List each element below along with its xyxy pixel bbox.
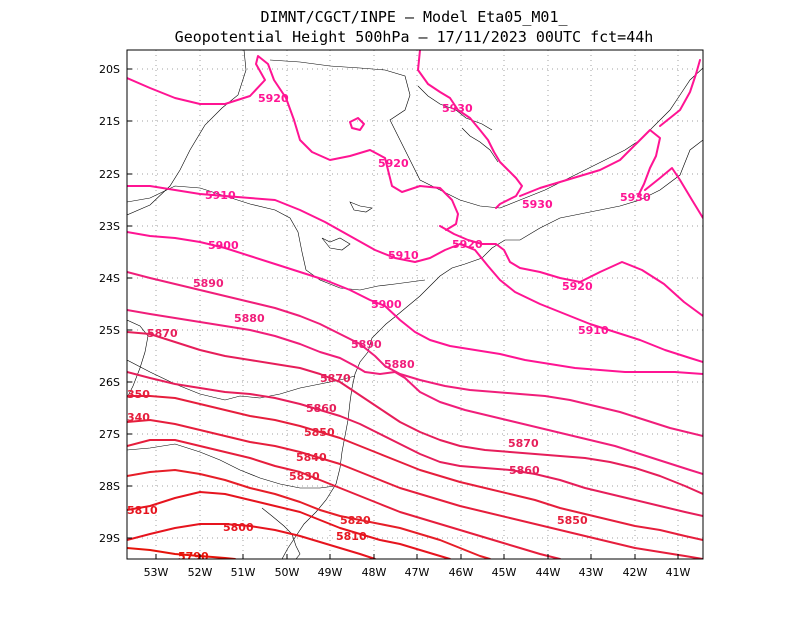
contour-label: 5910 [205, 189, 236, 202]
contour-5920-north [127, 55, 459, 231]
contour-label: 5890 [193, 277, 224, 290]
contour-5910 [127, 185, 703, 363]
contour-label: 5890 [351, 338, 382, 351]
contour-5790 [127, 547, 236, 559]
contour-5850 [127, 395, 703, 541]
contour-lines [127, 50, 703, 559]
reservoir-3 [417, 85, 493, 131]
contour-label: 5910 [578, 324, 609, 337]
border-sc-rs [127, 443, 336, 489]
contour-5930-right [659, 59, 701, 127]
lon-tick-label: 44W [536, 566, 561, 579]
lon-tick-label: 41W [666, 566, 691, 579]
contour-5810 [127, 491, 451, 559]
graticule [127, 50, 703, 559]
contour-labels: 5920 5930 5920 5910 5930 5930 5900 5920 … [127, 92, 651, 563]
contour-5930-east-2 [644, 167, 703, 219]
contour-label: 5920 [452, 238, 483, 251]
contour-5840 [127, 419, 703, 559]
lon-tick-label: 51W [231, 566, 256, 579]
contour-label: 5800 [223, 521, 254, 534]
lon-tick-label: 49W [318, 566, 343, 579]
lat-tick-label: 20S [99, 63, 120, 76]
contour-label: 5810 [127, 504, 158, 517]
lat-tick-label: 22S [99, 168, 120, 181]
lat-tick-label: 29S [99, 532, 120, 545]
border-argentina [127, 319, 149, 399]
border-mg-rj [499, 67, 703, 209]
border-mg-sp [269, 59, 501, 209]
contour-label: 5930 [620, 191, 651, 204]
contour-5830 [127, 439, 561, 559]
contour-5860 [127, 371, 703, 517]
title-line-2: Geopotential Height 500hPa – 17/11/2023 … [175, 28, 654, 46]
contour-label: 5880 [234, 312, 265, 325]
contour-label: 5820 [340, 514, 371, 527]
contour-label: 5930 [522, 198, 553, 211]
contour-label: 5930 [442, 102, 473, 115]
border-ms-pr [127, 185, 426, 291]
contour-label: 5840 [296, 451, 327, 464]
border-sp-mg [127, 50, 247, 216]
contour-label: 5860 [306, 402, 337, 415]
lat-tick-label: 25S [99, 324, 120, 337]
longitude-labels: 53W 52W 51W 50W 49W 48W 47W 46W 45W 44W … [144, 566, 691, 579]
map-frame [126, 49, 704, 560]
contour-label: 5910 [388, 249, 419, 262]
contour-label: 5850 [557, 514, 588, 527]
contour-label: 340 [127, 411, 150, 424]
contour-label: 350 [127, 388, 150, 401]
contour-label: 5850 [304, 426, 335, 439]
lat-tick-label: 24S [99, 272, 120, 285]
lon-tick-label: 42W [623, 566, 648, 579]
contour-label: 5860 [509, 464, 540, 477]
contour-label: 5830 [289, 470, 320, 483]
axis-ticks [127, 68, 679, 559]
contour-5930-north [417, 50, 523, 209]
lon-tick-label: 53W [144, 566, 169, 579]
contour-5870 [127, 331, 703, 495]
latitude-labels: 20S 21S 22S 23S 24S 25S 26S 27S 28S 29S [99, 63, 120, 545]
contour-label: 5880 [384, 358, 415, 371]
contour-label: 5870 [320, 372, 351, 385]
lon-tick-label: 48W [362, 566, 387, 579]
contour-label: 5870 [147, 327, 178, 340]
contour-5890 [127, 271, 703, 437]
lagoa-dos-patos [261, 507, 301, 559]
lat-tick-label: 27S [99, 428, 120, 441]
contour-label: 5920 [378, 157, 409, 170]
lon-tick-label: 52W [188, 566, 213, 579]
contour-label: 5810 [336, 530, 367, 543]
contour-label: 5900 [208, 239, 239, 252]
reservoir-4 [461, 127, 499, 163]
coastlines-and-borders [127, 50, 703, 559]
contour-5920-mid [439, 225, 703, 317]
lat-tick-label: 28S [99, 480, 120, 493]
contour-5820 [127, 469, 491, 559]
lat-tick-label: 26S [99, 376, 120, 389]
lat-tick-label: 21S [99, 115, 120, 128]
contour-5900 [127, 231, 703, 375]
contour-label: 5790 [178, 550, 209, 563]
reservoir-2 [349, 201, 373, 213]
contour-label: 5900 [371, 298, 402, 311]
map-area: 5920 5930 5920 5910 5930 5930 5900 5920 … [127, 50, 703, 563]
contour-5930-east [519, 129, 661, 197]
lon-tick-label: 43W [579, 566, 604, 579]
lon-tick-label: 50W [275, 566, 300, 579]
lon-tick-label: 47W [405, 566, 430, 579]
contour-5800 [127, 523, 376, 559]
contour-5880 [127, 309, 703, 475]
coastline [281, 139, 703, 559]
contour-label: 5920 [562, 280, 593, 293]
contour-label: 5920 [258, 92, 289, 105]
title-line-1: DIMNT/CGCT/INPE – Model Eta05_M01_ [260, 8, 568, 26]
lat-tick-label: 23S [99, 220, 120, 233]
contour-label: 5870 [508, 437, 539, 450]
lon-tick-label: 45W [492, 566, 517, 579]
lon-tick-label: 46W [449, 566, 474, 579]
reservoir-1 [321, 237, 351, 251]
contour-5920-loop [349, 117, 365, 131]
